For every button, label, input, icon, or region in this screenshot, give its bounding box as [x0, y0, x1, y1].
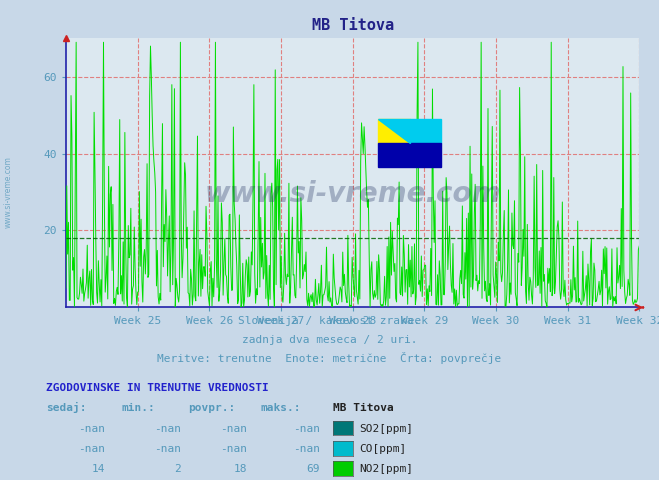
- Text: MB Titova: MB Titova: [333, 403, 393, 413]
- Text: 69: 69: [306, 464, 320, 474]
- Text: Slovenija / kakovost zraka.: Slovenija / kakovost zraka.: [239, 316, 420, 326]
- Text: -nan: -nan: [220, 423, 247, 433]
- Bar: [378, 119, 410, 143]
- Text: 2: 2: [175, 464, 181, 474]
- Text: -nan: -nan: [78, 444, 105, 454]
- Text: -nan: -nan: [154, 444, 181, 454]
- Text: povpr.:: povpr.:: [188, 403, 235, 413]
- Text: -nan: -nan: [78, 423, 105, 433]
- Text: -nan: -nan: [154, 423, 181, 433]
- Title: MB Titova: MB Titova: [312, 18, 393, 33]
- Text: -nan: -nan: [293, 423, 320, 433]
- Text: -nan: -nan: [220, 444, 247, 454]
- Text: zadnja dva meseca / 2 uri.: zadnja dva meseca / 2 uri.: [242, 335, 417, 345]
- Text: sedaj:: sedaj:: [46, 402, 86, 413]
- Text: min.:: min.:: [122, 403, 156, 413]
- Text: ZGODOVINSKE IN TRENUTNE VREDNOSTI: ZGODOVINSKE IN TRENUTNE VREDNOSTI: [46, 383, 269, 393]
- Text: CO[ppm]: CO[ppm]: [359, 444, 407, 454]
- Text: www.si-vreme.com: www.si-vreme.com: [204, 180, 501, 208]
- Text: NO2[ppm]: NO2[ppm]: [359, 464, 413, 474]
- Text: 14: 14: [92, 464, 105, 474]
- Text: Meritve: trenutne  Enote: metrične  Črta: povprečje: Meritve: trenutne Enote: metrične Črta: …: [158, 352, 501, 364]
- Bar: [410, 119, 442, 143]
- Text: maks.:: maks.:: [260, 403, 301, 413]
- Text: SO2[ppm]: SO2[ppm]: [359, 423, 413, 433]
- Polygon shape: [378, 119, 410, 143]
- Text: 18: 18: [234, 464, 247, 474]
- Text: www.si-vreme.com: www.si-vreme.com: [3, 156, 13, 228]
- Bar: [378, 143, 442, 168]
- Text: -nan: -nan: [293, 444, 320, 454]
